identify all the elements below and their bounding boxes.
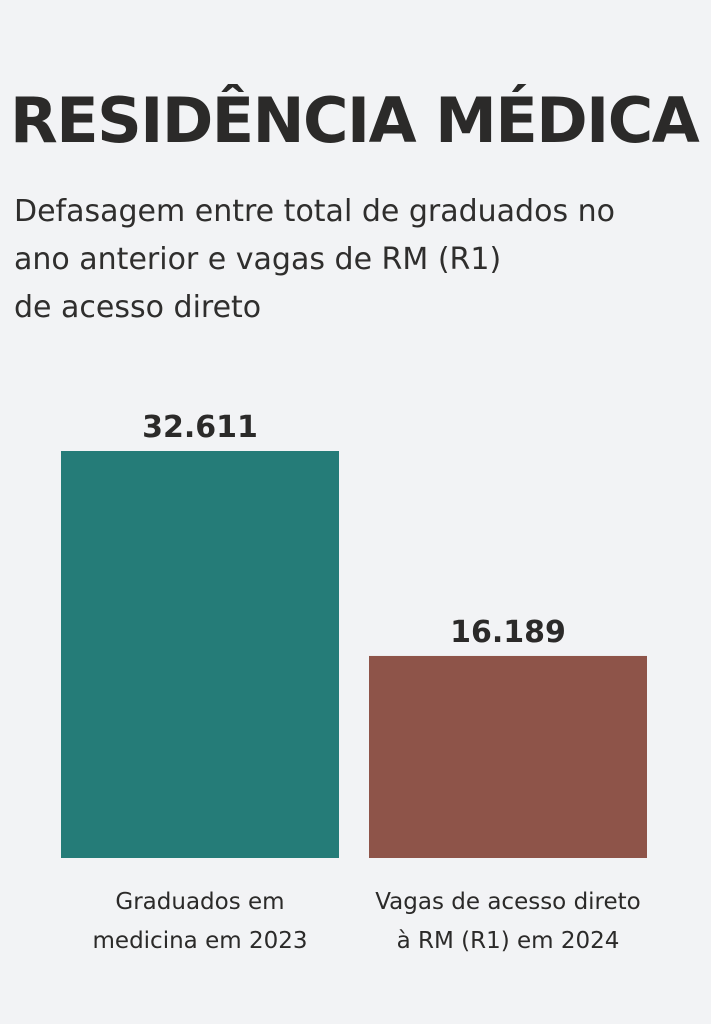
- page-subtitle: Defasagem entre total de graduados no an…: [14, 188, 704, 332]
- subtitle-line-1: Defasagem entre total de graduados no: [14, 194, 615, 229]
- bar-value-label-2: 16.189: [450, 615, 566, 650]
- bar-1: [61, 451, 339, 858]
- subtitle-line-2: ano anterior e vagas de RM (R1): [14, 242, 502, 277]
- bar-2: [369, 655, 647, 858]
- category-label-1-line-1: Graduados em: [115, 889, 284, 915]
- bar-value-label-1: 32.611: [142, 410, 258, 445]
- subtitle-line-3: de acesso direto: [14, 290, 262, 325]
- category-label-2-line-1: Vagas de acesso direto: [375, 889, 641, 915]
- page-title: RESIDÊNCIA MÉDICA: [10, 84, 700, 157]
- category-label-2-line-2: à RM (R1) em 2024: [397, 928, 620, 954]
- category-label-1-line-2: medicina em 2023: [93, 928, 308, 954]
